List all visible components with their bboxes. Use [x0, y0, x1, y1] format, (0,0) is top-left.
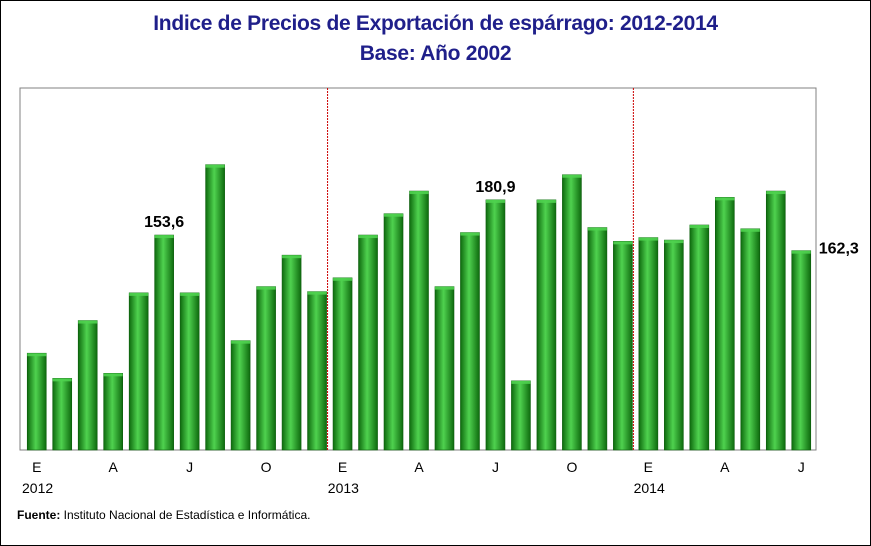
bar: [536, 199, 557, 451]
bar-top: [384, 213, 404, 217]
bar: [332, 277, 353, 451]
bar: [307, 291, 327, 451]
bar: [383, 213, 404, 451]
bar: [485, 199, 506, 451]
bar: [205, 164, 225, 451]
bar-top: [256, 286, 276, 290]
bar: [434, 286, 455, 451]
bar: [460, 232, 480, 451]
x-tick-label: E: [338, 459, 347, 475]
bar: [664, 239, 684, 451]
bar: [562, 174, 582, 451]
data-label: 153,6: [144, 214, 184, 231]
bar-top: [282, 255, 302, 259]
x-tick-label: A: [109, 459, 119, 475]
x-tick-label: E: [644, 459, 653, 475]
bar-top: [307, 291, 327, 295]
bar: [511, 380, 531, 451]
bar-top: [460, 232, 480, 236]
bar: [613, 241, 633, 451]
bar: [689, 224, 710, 451]
bar-top: [78, 320, 98, 324]
bar-top: [689, 225, 709, 229]
bar-top: [154, 235, 174, 239]
bar: [358, 234, 378, 451]
bar: [128, 292, 149, 451]
x-tick-label: J: [492, 459, 499, 475]
bar-top: [562, 174, 582, 178]
year-label: 2013: [328, 480, 359, 496]
bar: [103, 373, 123, 451]
bar-top: [129, 292, 149, 296]
bar-top: [333, 277, 353, 281]
x-tick-label: J: [798, 459, 805, 475]
bar-top: [587, 227, 607, 231]
chart-subtitle: Base: Año 2002: [359, 42, 512, 65]
bar-top: [791, 250, 811, 254]
bar-top: [231, 340, 251, 344]
bar-top: [180, 292, 200, 296]
bar: [715, 197, 735, 451]
x-tick-label: A: [720, 459, 730, 475]
bar: [587, 227, 608, 451]
bar-top: [358, 235, 378, 239]
bar: [26, 352, 47, 451]
bar-top: [27, 353, 47, 357]
x-tick-label: E: [32, 459, 41, 475]
bar: [638, 237, 659, 451]
bar: [791, 250, 812, 451]
data-label: 180,9: [475, 179, 515, 196]
bar-top: [536, 199, 556, 203]
bar-top: [103, 373, 123, 377]
bar-top: [638, 237, 658, 241]
bar: [409, 190, 429, 451]
bar-top: [205, 164, 225, 168]
x-tick-label: O: [566, 459, 577, 475]
bar: [740, 228, 761, 451]
year-label: 2014: [634, 480, 665, 496]
bar: [281, 254, 302, 451]
x-tick-label: A: [414, 459, 424, 475]
source-note: Fuente: Instituto Nacional de Estadístic…: [17, 508, 310, 522]
bar-top: [485, 199, 505, 203]
source-text: Instituto Nacional de Estadística e Info…: [60, 508, 311, 522]
bar: [154, 234, 174, 451]
bar-top: [409, 191, 429, 195]
x-tick-label: O: [261, 459, 272, 475]
bar-top: [766, 191, 786, 195]
bar: [52, 378, 73, 451]
bar: [765, 190, 786, 451]
bar: [77, 320, 98, 451]
source-label: Fuente:: [17, 508, 61, 522]
chart-title: Indice de Precios de Exportación de espá…: [153, 12, 718, 35]
bar: [179, 292, 200, 451]
bar: [230, 340, 251, 451]
year-label: 2012: [22, 480, 53, 496]
bar-top: [434, 286, 454, 290]
x-tick-label: J: [186, 459, 193, 475]
data-label: 162,3: [819, 241, 859, 258]
bar-top: [740, 228, 760, 232]
bar-top: [715, 197, 735, 201]
bar: [256, 286, 276, 451]
bar-top: [52, 378, 72, 382]
bar-top: [613, 241, 633, 245]
bar-top: [664, 240, 684, 244]
bar-top: [511, 380, 531, 384]
